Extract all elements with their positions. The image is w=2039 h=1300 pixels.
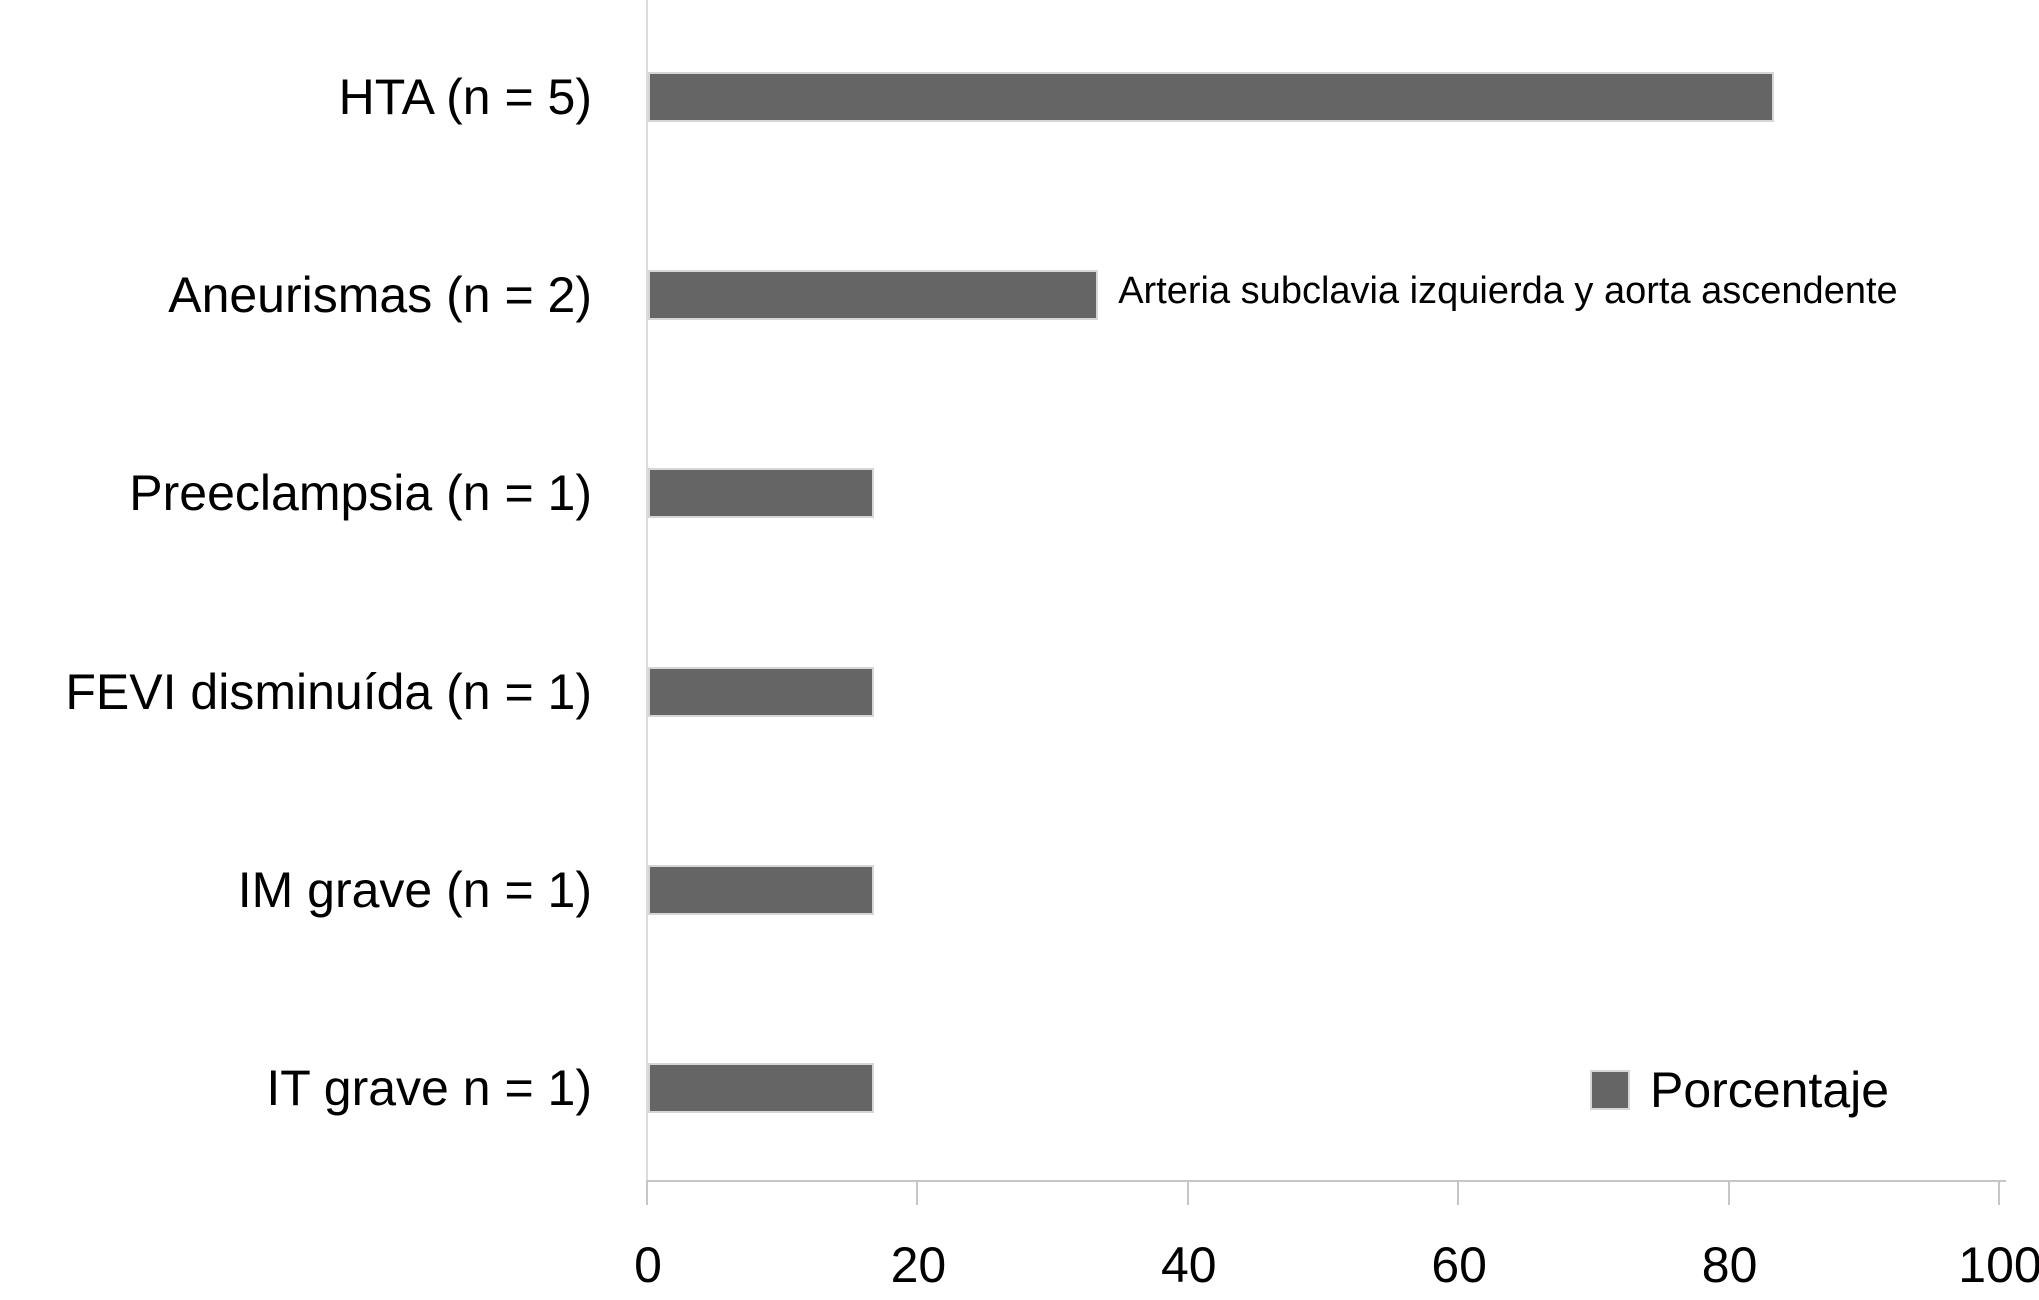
category-label: IT grave n = 1) (266, 1060, 592, 1116)
bar (648, 1063, 874, 1113)
bar (648, 666, 874, 717)
x-axis-line (646, 1180, 2006, 1182)
x-tick-label: 60 (1431, 1237, 1487, 1293)
x-tick-mark (1186, 1182, 1189, 1205)
category-label: FEVI disminuída (n = 1) (65, 663, 592, 720)
bar-annotation: Arteria subclavia izquierda y aorta asce… (1118, 270, 1898, 313)
x-tick-label: 80 (1701, 1237, 1758, 1293)
x-tick-mark (916, 1182, 919, 1205)
legend-swatch-icon (1590, 1070, 1630, 1110)
x-tick-mark (646, 1182, 648, 1205)
bar (648, 270, 1098, 321)
legend: Porcentaje (1590, 1062, 1889, 1118)
category-label: IM grave (n = 1) (237, 861, 592, 918)
x-tick-mark (1727, 1182, 1730, 1205)
bar (648, 72, 1774, 122)
category-label: Preeclampsia (n = 1) (129, 465, 592, 522)
legend-label: Porcentaje (1650, 1062, 1890, 1118)
x-tick-mark (1998, 1182, 2000, 1205)
x-tick-label: 20 (890, 1237, 947, 1293)
x-tick-label: 0 (634, 1237, 662, 1293)
x-tick-mark (1457, 1182, 1460, 1205)
bar (648, 468, 874, 519)
bar (648, 864, 874, 915)
x-tick-label: 40 (1160, 1237, 1217, 1293)
category-label: Aneurismas (n = 2) (168, 267, 592, 324)
x-tick-label: 100 (1958, 1237, 2039, 1293)
category-label: HTA (n = 5) (338, 69, 592, 125)
y-axis-line (646, 0, 648, 1182)
